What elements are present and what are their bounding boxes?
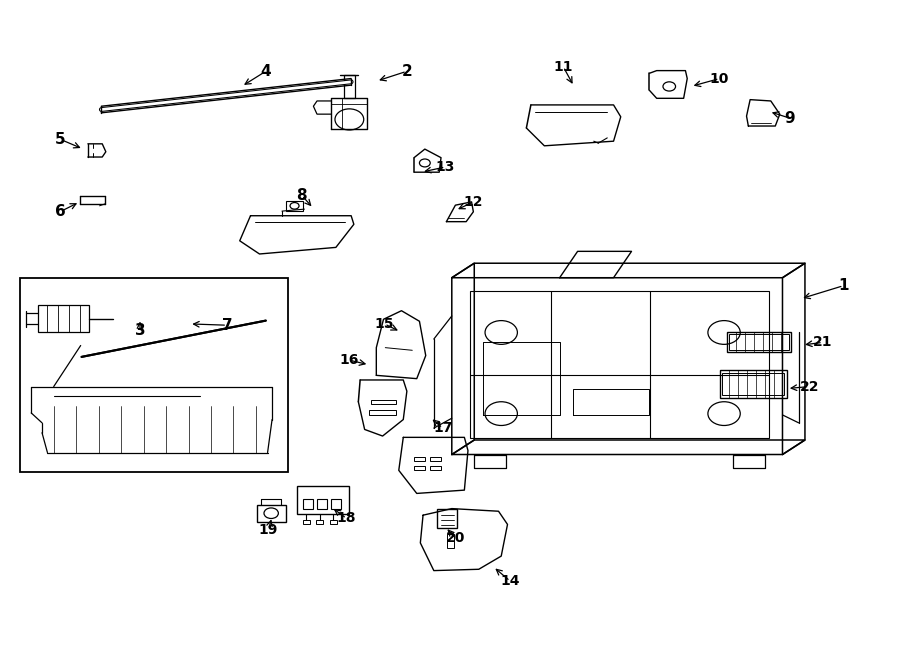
Text: 16: 16 — [339, 353, 359, 367]
Bar — [39, 305, 89, 332]
Bar — [316, 520, 323, 524]
Bar — [414, 467, 425, 471]
Text: 4: 4 — [260, 63, 271, 79]
Text: 8: 8 — [296, 188, 307, 203]
Bar — [723, 373, 784, 395]
Text: 20: 20 — [446, 531, 465, 545]
Bar — [302, 520, 310, 524]
Bar — [430, 467, 441, 471]
Text: 10: 10 — [710, 71, 729, 85]
Bar — [414, 457, 425, 461]
Text: 6: 6 — [55, 204, 66, 219]
Bar — [302, 499, 312, 508]
Text: 19: 19 — [259, 523, 278, 537]
Text: 9: 9 — [785, 110, 795, 126]
Text: 5: 5 — [55, 132, 66, 147]
Bar — [720, 370, 787, 398]
Bar — [727, 332, 791, 352]
Text: 3: 3 — [135, 323, 145, 338]
Text: 7: 7 — [221, 318, 232, 332]
Text: 12: 12 — [464, 195, 483, 209]
Text: 11: 11 — [554, 59, 573, 73]
Bar — [447, 533, 454, 548]
Bar — [21, 278, 288, 473]
Text: 15: 15 — [374, 317, 394, 331]
Text: 13: 13 — [436, 160, 455, 174]
Text: 2: 2 — [401, 63, 412, 79]
Bar — [430, 457, 441, 461]
Text: 1: 1 — [838, 278, 849, 293]
Bar — [256, 504, 285, 522]
Bar — [297, 486, 349, 514]
Bar — [317, 499, 327, 508]
Bar — [344, 75, 355, 98]
Bar — [470, 291, 769, 438]
Text: 17: 17 — [433, 421, 453, 435]
Bar — [371, 400, 396, 405]
Bar — [437, 508, 457, 528]
Text: 21: 21 — [814, 335, 832, 350]
Bar — [286, 200, 302, 211]
Bar — [730, 334, 788, 350]
Bar — [329, 520, 337, 524]
Text: 18: 18 — [337, 512, 356, 525]
Text: 22: 22 — [800, 379, 819, 393]
Bar — [369, 410, 396, 415]
Bar — [331, 499, 341, 508]
Text: 14: 14 — [500, 574, 520, 588]
